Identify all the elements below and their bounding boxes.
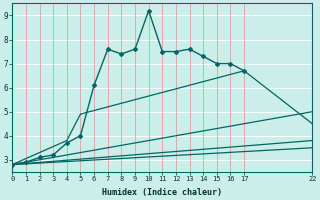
X-axis label: Humidex (Indice chaleur): Humidex (Indice chaleur) — [102, 188, 222, 197]
